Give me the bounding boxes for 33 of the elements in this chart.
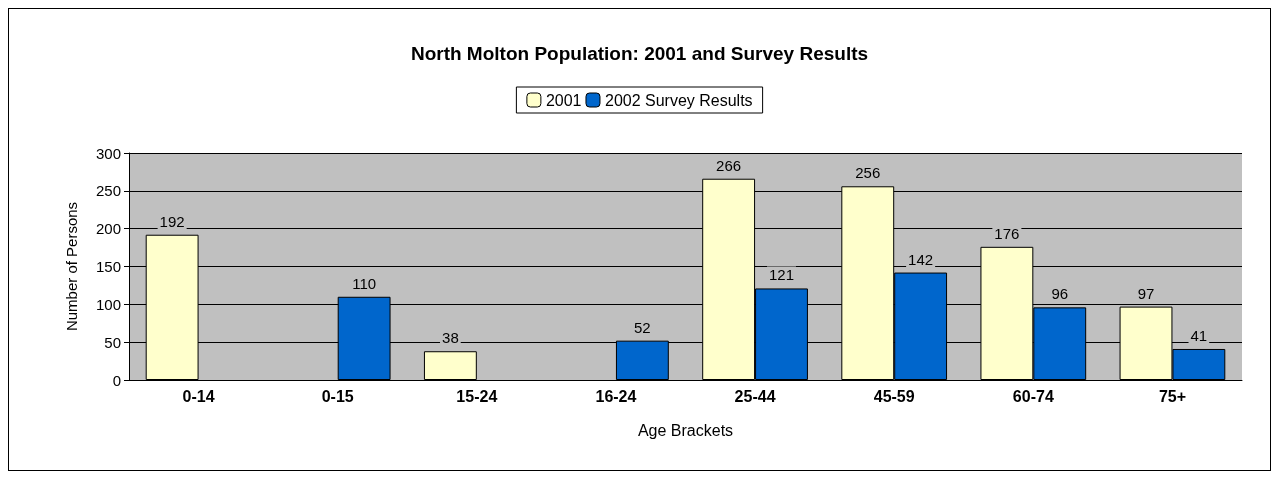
x-tick-label: 25-44 [734,387,776,405]
y-tick-label: 0 [112,371,121,389]
y-tick-label: 50 [104,333,121,351]
x-axis-title: Age Brackets [637,421,734,439]
legend-label: 2001 [545,91,582,109]
y-tick-label: 150 [95,258,121,275]
data-label: 256 [855,164,881,182]
data-label: 176 [994,224,1020,242]
y-tick-label: 200 [95,220,121,238]
x-tick-label: 15-24 [456,387,498,405]
y-tick-label: 250 [95,182,121,200]
y-axis-title: Number of Persons [63,201,80,332]
data-label: 121 [768,266,795,284]
y-tick-label: 100 [95,295,121,313]
data-label: 266 [716,156,742,174]
x-tick-label: 0-14 [182,387,215,405]
legend-label: 2002 Survey Results [604,91,753,109]
chart-title: North Molton Population: 2001 and Survey Results [410,43,869,64]
data-label: 38 [442,329,459,347]
x-tick-label: 0-15 [321,387,354,405]
y-tick-label: 300 [95,144,121,162]
data-label: 192 [159,212,185,230]
x-tick-label: 60-74 [1012,387,1054,405]
x-tick-label: 75+ [1158,387,1187,405]
data-label: 110 [352,274,377,292]
data-label: 41 [1190,326,1208,344]
data-label: 96 [1051,285,1069,303]
x-tick-label: 45-59 [873,387,915,405]
x-tick-label: 16-24 [595,387,637,405]
data-label: 97 [1137,284,1155,302]
data-label: 142 [908,250,934,268]
bar [423,351,477,380]
data-label: 52 [634,318,651,336]
